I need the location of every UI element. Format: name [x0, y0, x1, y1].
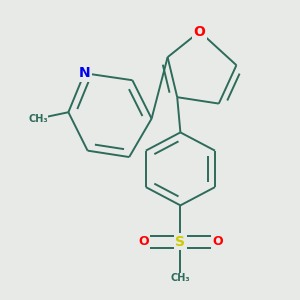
Text: O: O — [194, 25, 206, 39]
Text: CH₃: CH₃ — [28, 114, 48, 124]
Text: CH₃: CH₃ — [171, 273, 190, 283]
Text: S: S — [176, 235, 185, 249]
Text: O: O — [138, 236, 149, 248]
Text: O: O — [212, 236, 223, 248]
Text: N: N — [79, 66, 90, 80]
